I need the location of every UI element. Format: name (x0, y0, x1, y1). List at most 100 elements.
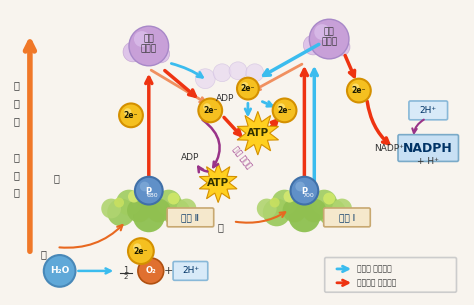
FancyArrowPatch shape (59, 225, 122, 248)
FancyArrowPatch shape (311, 70, 318, 187)
Circle shape (283, 199, 306, 222)
Text: + H⁺: + H⁺ (417, 157, 439, 167)
Circle shape (134, 31, 150, 47)
Text: 너: 너 (13, 170, 19, 180)
Circle shape (246, 64, 264, 82)
FancyArrowPatch shape (78, 268, 110, 273)
Circle shape (114, 198, 124, 207)
Circle shape (323, 193, 335, 205)
FancyBboxPatch shape (167, 208, 214, 227)
Circle shape (149, 190, 159, 199)
FancyArrowPatch shape (337, 266, 348, 272)
Text: 빛: 빛 (41, 249, 47, 259)
Circle shape (123, 42, 143, 62)
FancyArrowPatch shape (165, 70, 195, 96)
FancyArrowPatch shape (245, 103, 251, 114)
Text: NADP⁺: NADP⁺ (374, 144, 403, 152)
FancyArrowPatch shape (224, 117, 240, 135)
Circle shape (273, 99, 296, 122)
Text: 빛: 빛 (217, 222, 223, 232)
FancyBboxPatch shape (398, 135, 458, 161)
Circle shape (272, 190, 298, 215)
FancyArrowPatch shape (262, 102, 272, 106)
Circle shape (107, 199, 135, 226)
Circle shape (270, 198, 280, 207)
Circle shape (310, 19, 349, 59)
FancyArrowPatch shape (146, 77, 152, 187)
Text: 비순환적 광인산화: 비순환적 광인산화 (357, 278, 396, 287)
Text: 에: 에 (13, 152, 19, 162)
Circle shape (302, 199, 326, 222)
Circle shape (291, 177, 318, 205)
FancyBboxPatch shape (324, 208, 370, 227)
Circle shape (195, 69, 215, 88)
Circle shape (311, 190, 337, 215)
Text: P: P (301, 187, 308, 196)
Text: 2e⁻: 2e⁻ (124, 111, 138, 120)
Text: 2e⁻: 2e⁻ (277, 106, 292, 115)
Text: 2H⁺: 2H⁺ (419, 106, 437, 115)
Text: 전자
수용체: 전자 수용체 (141, 34, 157, 54)
Circle shape (213, 64, 231, 82)
FancyArrowPatch shape (255, 64, 302, 90)
FancyArrowPatch shape (198, 167, 208, 172)
Circle shape (289, 201, 320, 232)
Text: ATP: ATP (207, 178, 229, 188)
Circle shape (116, 190, 142, 215)
Text: +: + (164, 266, 173, 276)
Text: NADPH: NADPH (403, 142, 453, 155)
FancyBboxPatch shape (409, 101, 447, 120)
Text: 전자 전달계: 전자 전달계 (230, 145, 253, 171)
Circle shape (163, 199, 191, 226)
Text: 의: 의 (13, 116, 19, 126)
FancyArrowPatch shape (151, 70, 205, 102)
Circle shape (133, 201, 164, 232)
Text: 전자
수용체: 전자 수용체 (321, 27, 337, 47)
Circle shape (176, 199, 196, 218)
Polygon shape (237, 111, 279, 155)
Circle shape (124, 108, 131, 116)
Text: ADP: ADP (216, 94, 234, 103)
Circle shape (119, 103, 143, 127)
Text: 빛: 빛 (54, 173, 60, 183)
Text: 전: 전 (13, 81, 19, 91)
Text: O₂: O₂ (146, 266, 156, 275)
FancyBboxPatch shape (325, 257, 456, 292)
Text: 2e⁻: 2e⁻ (241, 84, 255, 93)
FancyBboxPatch shape (173, 261, 208, 280)
Circle shape (147, 199, 171, 222)
FancyArrowPatch shape (301, 70, 308, 187)
Circle shape (168, 193, 180, 205)
FancyArrowPatch shape (202, 120, 219, 167)
Circle shape (314, 24, 330, 40)
Text: 700: 700 (302, 193, 314, 198)
Text: 2e⁻: 2e⁻ (203, 106, 218, 115)
Text: 순환적 광인산화: 순환적 광인산화 (357, 264, 392, 273)
Text: 광계 Ⅱ: 광계 Ⅱ (182, 213, 200, 222)
Text: 2: 2 (124, 274, 128, 280)
Circle shape (352, 84, 359, 91)
Circle shape (277, 103, 285, 111)
Text: 1: 1 (123, 266, 128, 275)
FancyArrowPatch shape (26, 42, 34, 251)
Circle shape (128, 191, 140, 203)
Circle shape (304, 190, 314, 199)
Circle shape (203, 103, 211, 111)
Text: 2e⁻: 2e⁻ (352, 86, 366, 95)
Circle shape (257, 199, 277, 218)
Text: 2H⁺: 2H⁺ (182, 266, 199, 275)
Circle shape (198, 99, 222, 122)
Circle shape (332, 38, 350, 56)
Text: 광계 Ⅰ: 광계 Ⅰ (339, 213, 355, 222)
Circle shape (332, 199, 352, 218)
Circle shape (128, 238, 154, 264)
FancyArrowPatch shape (345, 56, 355, 77)
FancyArrowPatch shape (412, 120, 424, 133)
Polygon shape (200, 163, 237, 203)
Text: ADP: ADP (181, 153, 200, 163)
Circle shape (152, 45, 170, 63)
FancyArrowPatch shape (264, 44, 319, 75)
Circle shape (295, 182, 305, 191)
Text: 680: 680 (147, 193, 159, 198)
Text: P: P (146, 187, 152, 196)
